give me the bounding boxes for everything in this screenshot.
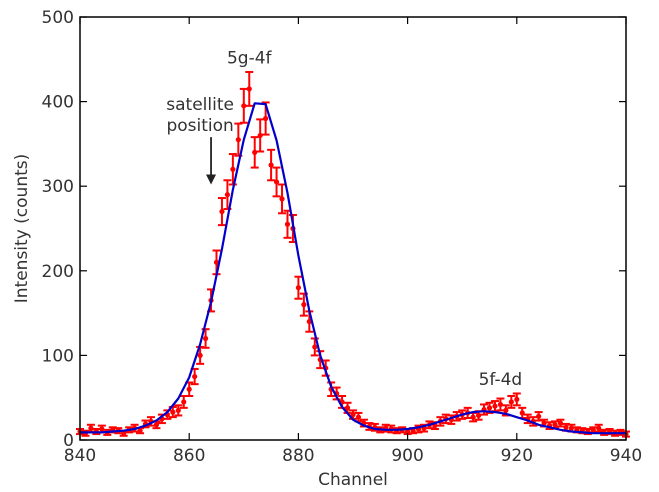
y-axis-label: Intensity (counts) bbox=[12, 154, 32, 303]
data-point bbox=[192, 373, 198, 380]
data-point bbox=[284, 221, 291, 227]
data-point bbox=[273, 179, 280, 185]
x-tick-label: 940 bbox=[610, 446, 642, 466]
data-point bbox=[88, 425, 94, 431]
data-point bbox=[552, 422, 558, 428]
arrow-head bbox=[206, 174, 217, 185]
data-point bbox=[312, 344, 318, 350]
data-point bbox=[121, 430, 127, 436]
data-point bbox=[508, 399, 514, 405]
data-point bbox=[235, 137, 241, 143]
plot-frame bbox=[79, 16, 627, 441]
data-point bbox=[170, 409, 176, 415]
x-tick-label: 860 bbox=[173, 446, 205, 466]
data-point bbox=[263, 115, 269, 122]
y-tick-label: 400 bbox=[42, 93, 74, 113]
data-point bbox=[475, 412, 482, 419]
data-point bbox=[224, 192, 231, 198]
data-point bbox=[202, 335, 209, 342]
data-point bbox=[246, 86, 252, 92]
data-point bbox=[514, 396, 520, 402]
y-tick-label: 0 bbox=[63, 431, 74, 451]
x-tick-label: 880 bbox=[282, 446, 314, 466]
data-point bbox=[492, 403, 498, 409]
data-point bbox=[497, 401, 504, 408]
data-point bbox=[230, 166, 236, 172]
y-tick-label: 200 bbox=[42, 262, 74, 282]
data-point bbox=[99, 426, 105, 432]
annotation-label: 5g-4f bbox=[227, 49, 273, 69]
data-point bbox=[536, 413, 542, 419]
data-point bbox=[175, 407, 181, 413]
data-point bbox=[344, 405, 351, 411]
data-point bbox=[241, 103, 247, 109]
data-point bbox=[252, 149, 258, 155]
data-point bbox=[541, 420, 547, 426]
data-point bbox=[519, 410, 525, 416]
y-tick-label: 500 bbox=[42, 8, 74, 28]
data-point bbox=[355, 414, 362, 420]
y-tick-label: 100 bbox=[42, 346, 74, 366]
data-point bbox=[137, 428, 143, 434]
data-point bbox=[181, 399, 187, 405]
data-point bbox=[503, 407, 509, 413]
x-tick-label: 900 bbox=[391, 446, 423, 466]
data-point bbox=[295, 285, 301, 291]
annotation-label: position bbox=[166, 116, 233, 136]
x-axis-label: Channel bbox=[318, 470, 388, 488]
data-point bbox=[596, 425, 602, 431]
data-point bbox=[563, 424, 569, 430]
data-point bbox=[486, 405, 493, 411]
data-point bbox=[213, 259, 220, 265]
data-point bbox=[590, 427, 596, 433]
annotation-label: satellite bbox=[166, 95, 234, 115]
annotation-label: 5f-4d bbox=[479, 370, 523, 390]
data-point bbox=[557, 420, 564, 426]
x-tick-label: 840 bbox=[64, 446, 96, 466]
data-point bbox=[219, 208, 225, 215]
data-point bbox=[186, 386, 192, 392]
data-point bbox=[279, 196, 285, 202]
data-point bbox=[153, 422, 160, 428]
data-point bbox=[350, 412, 356, 418]
y-tick-label: 300 bbox=[42, 177, 74, 197]
data-point bbox=[405, 428, 411, 435]
fit-line bbox=[80, 102, 626, 435]
data-point bbox=[568, 425, 575, 431]
data-point bbox=[268, 162, 274, 168]
data-point bbox=[257, 132, 263, 139]
data-point bbox=[301, 302, 307, 308]
data-point bbox=[197, 352, 203, 358]
data-point bbox=[470, 414, 476, 420]
x-tick-label: 920 bbox=[501, 446, 533, 466]
